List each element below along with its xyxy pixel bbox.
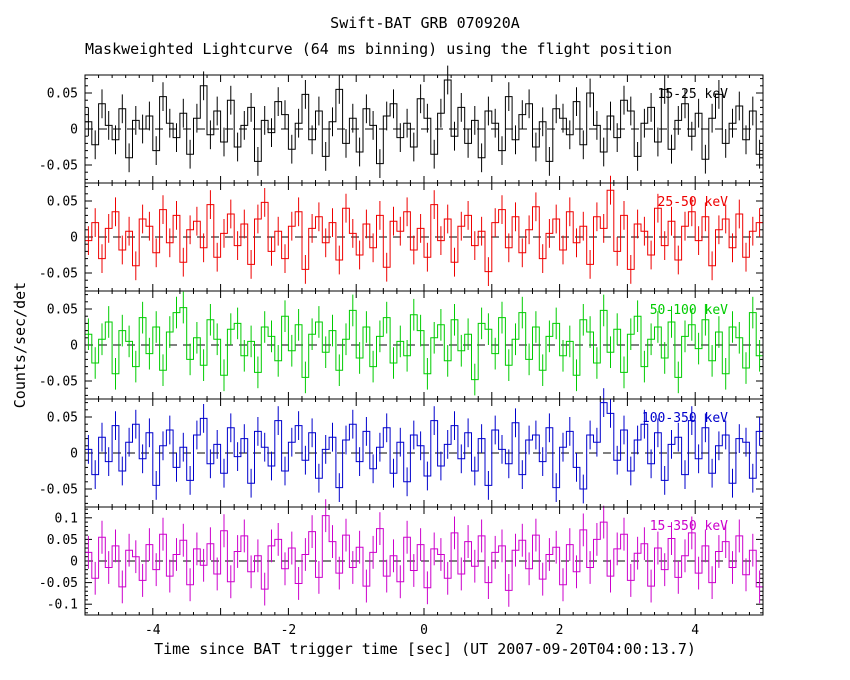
svg-text:0: 0 <box>70 231 78 246</box>
svg-text:-4: -4 <box>145 623 161 638</box>
svg-text:0.05: 0.05 <box>47 303 78 318</box>
svg-text:0.05: 0.05 <box>47 411 78 426</box>
svg-text:-0.05: -0.05 <box>39 576 78 591</box>
svg-text:-0.05: -0.05 <box>39 159 78 174</box>
band-label-100-350-kev: 100-350 keV <box>642 411 728 426</box>
svg-text:0.05: 0.05 <box>47 87 78 102</box>
svg-text:0: 0 <box>420 623 428 638</box>
svg-text:-0.05: -0.05 <box>39 483 78 498</box>
figure-title: Swift-BAT GRB 070920A <box>330 14 520 32</box>
svg-text:0: 0 <box>70 123 78 138</box>
svg-text:4: 4 <box>691 623 699 638</box>
band-label-15-25-kev: 15-25 keV <box>658 87 729 102</box>
band-label-50-100-kev: 50-100 keV <box>650 303 728 318</box>
svg-text:0: 0 <box>70 555 78 570</box>
svg-text:2: 2 <box>556 623 564 638</box>
band-label-15-350-kev: 15-350 keV <box>650 519 728 534</box>
x-axis-label: Time since BAT trigger time [sec] (UT 20… <box>154 640 696 658</box>
svg-text:0: 0 <box>70 447 78 462</box>
svg-text:-2: -2 <box>281 623 297 638</box>
svg-text:0.05: 0.05 <box>47 533 78 548</box>
svg-text:0: 0 <box>70 339 78 354</box>
svg-text:0.1: 0.1 <box>55 511 78 526</box>
band-label-25-50-kev: 25-50 keV <box>658 195 729 210</box>
svg-text:-0.05: -0.05 <box>39 267 78 282</box>
svg-text:-0.05: -0.05 <box>39 375 78 390</box>
svg-text:0.05: 0.05 <box>47 195 78 210</box>
svg-text:-0.1: -0.1 <box>47 598 78 613</box>
figure-subtitle: Maskweighted Lightcurve (64 ms binning) … <box>85 40 672 58</box>
